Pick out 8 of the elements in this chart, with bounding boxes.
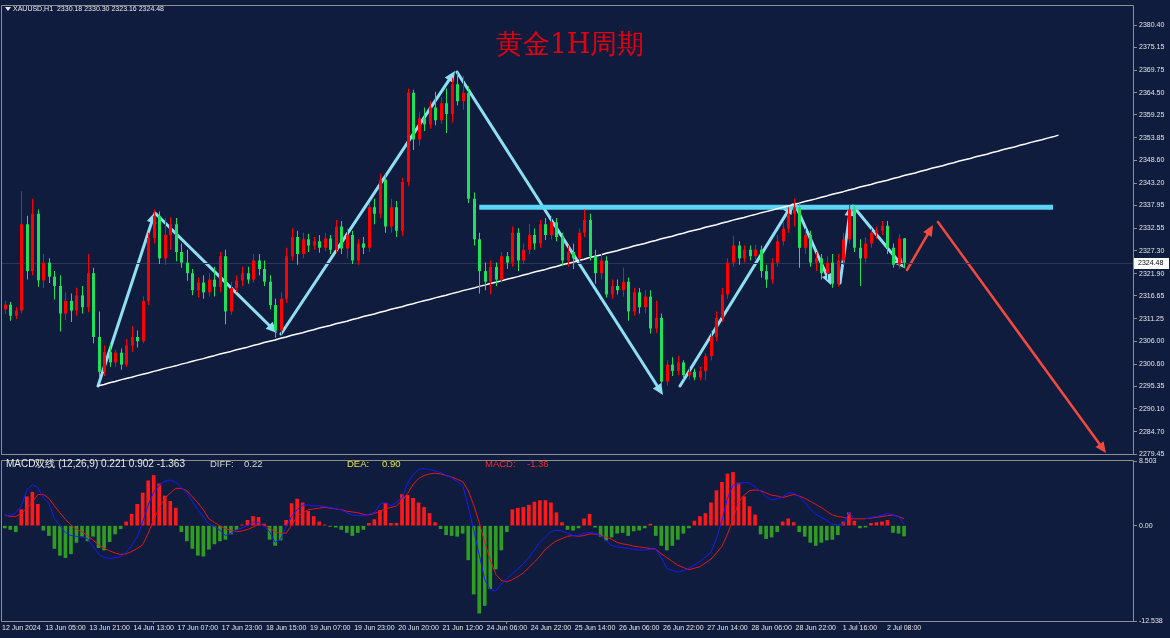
- annotation: DIFF:: [210, 457, 234, 470]
- annotation: 0.90: [382, 457, 401, 470]
- annotation: MACD:: [485, 457, 516, 470]
- text: 黄金1H周期: [495, 28, 645, 60]
- annotation: DEA:: [347, 457, 370, 470]
- annotation: 0.22: [244, 457, 263, 470]
- annotation: MACD双线 (12,26,9) 0.221 0.902 -1.363: [6, 458, 185, 470]
- annotation: -1.36: [527, 457, 549, 470]
